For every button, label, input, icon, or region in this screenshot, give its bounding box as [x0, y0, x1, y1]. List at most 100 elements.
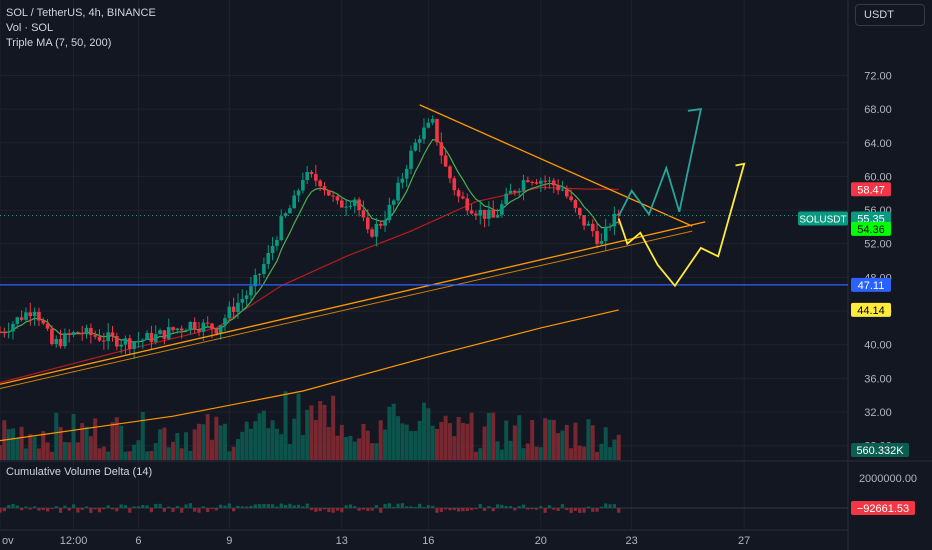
candle-body [569, 196, 573, 200]
cvd-bar [318, 508, 322, 512]
volume-bar [326, 427, 331, 460]
volume-bar [322, 404, 327, 460]
cvd-bar [115, 508, 119, 512]
candle-body [517, 190, 521, 193]
candle-body [612, 213, 617, 227]
price-axis[interactable]: 72.0068.0064.0060.0056.0052.0048.0044.00… [859, 70, 917, 485]
cvd-bar [110, 508, 115, 510]
volume-bar [434, 428, 439, 460]
volume-bar [296, 393, 301, 460]
cvd-bar [41, 508, 45, 511]
candle-body [301, 180, 305, 191]
volume-bar [560, 430, 565, 460]
cvd-bar [197, 508, 201, 513]
candle-body [430, 119, 435, 123]
candle-body [461, 196, 465, 199]
cvd-bar [257, 504, 262, 508]
cvd-bar [578, 508, 582, 513]
symbol-title[interactable]: SOL / TetherUS, 4h, BINANCE [6, 7, 156, 19]
candle-body [158, 330, 162, 335]
volume-bar [58, 427, 63, 460]
volume-bar [538, 447, 543, 460]
volume-bar [491, 412, 496, 460]
volume-bar [465, 423, 470, 460]
candle-body [97, 336, 102, 341]
drawing-tools [0, 104, 848, 389]
time-axis[interactable]: ov 12:00 6 9 13 16 20 23 27 [2, 535, 750, 547]
cvd-bar [418, 503, 422, 508]
volume-bar [348, 435, 353, 460]
volume-bar [171, 441, 176, 460]
cvd-bar [469, 508, 474, 511]
descending-trendline [419, 104, 693, 227]
cvd-bar [145, 505, 149, 508]
candle-body [500, 204, 504, 215]
volume-bar [123, 451, 128, 460]
cvd-bar [595, 508, 599, 512]
volume-bar [590, 425, 595, 460]
volume-bar [370, 443, 375, 460]
volume-bar [287, 444, 292, 460]
volume-bar [71, 414, 76, 460]
cvd-bar [439, 508, 443, 513]
volume-bar [556, 433, 561, 460]
cvd-bar [556, 508, 560, 511]
bullish-projection-path [617, 108, 703, 217]
volume-bar [114, 417, 119, 460]
volume-bar [227, 451, 232, 460]
y-tick-label: 68.00 [864, 104, 892, 116]
candle-body [452, 178, 457, 191]
cvd-bar [478, 503, 482, 508]
volume-bar [257, 413, 262, 460]
volume-bar [153, 442, 158, 460]
volume-bar [49, 451, 54, 460]
cvd-bar [219, 504, 223, 508]
candle-body [236, 302, 240, 312]
cvd-bar [262, 503, 266, 508]
cvd-bar [123, 505, 128, 508]
volume-bar [19, 426, 24, 460]
candle-body [590, 223, 595, 232]
cvd-bar [93, 508, 97, 510]
candle-body [102, 340, 106, 342]
volume-bar [84, 426, 89, 460]
volume-bar [413, 431, 418, 460]
currency-button[interactable]: USDT [855, 4, 925, 26]
cvd-title[interactable]: Cumulative Volume Delta (14) [6, 466, 153, 478]
cvd-bar [270, 504, 275, 508]
candle-body [262, 264, 266, 274]
volume-legend[interactable]: Vol · SOL [6, 22, 54, 34]
volume-bar [525, 443, 530, 460]
candle-body [132, 342, 136, 349]
cvd-bar [89, 508, 93, 513]
volume-bar [235, 438, 240, 460]
cvd-bar [552, 508, 556, 510]
candle-body [115, 336, 119, 347]
candle-body [197, 329, 201, 332]
candle-body [586, 223, 591, 226]
candle-body [383, 220, 387, 226]
volume-bar [612, 439, 617, 460]
volume-bar [478, 448, 483, 460]
volume-bar [521, 448, 526, 460]
volume-bar [93, 418, 98, 460]
cvd-badge-bg [851, 501, 915, 515]
cvd-bar [591, 508, 595, 512]
cvd-bar [210, 508, 214, 510]
candle-body [331, 195, 335, 197]
triple-ma-legend[interactable]: Triple MA (7, 50, 200) [6, 37, 112, 49]
volume-bar [486, 412, 491, 460]
x-tick-label: ov [2, 535, 14, 547]
cvd-bar [253, 504, 257, 508]
x-tick-label: 23 [626, 535, 638, 547]
cvd-bar [54, 506, 58, 508]
volume-bar [119, 425, 124, 460]
volume-bar [240, 431, 245, 460]
candle-body [270, 245, 275, 253]
candle-body [288, 208, 292, 214]
cvd-bar [37, 508, 41, 511]
volume-bar [201, 424, 206, 460]
volume-bar [573, 422, 578, 460]
candle-body [374, 223, 379, 237]
